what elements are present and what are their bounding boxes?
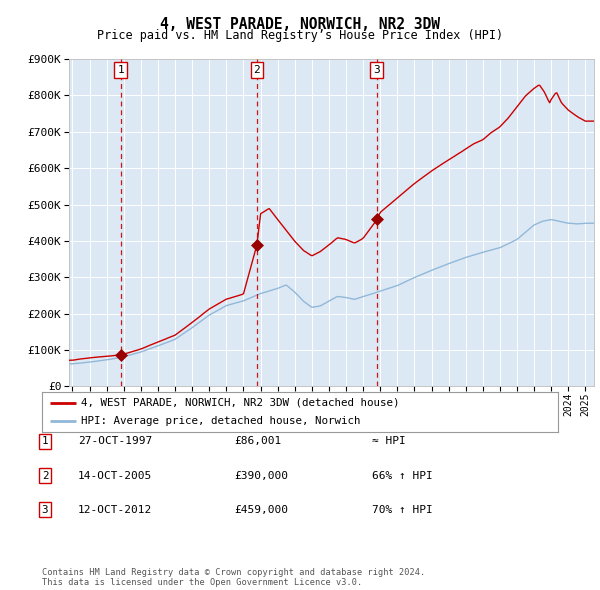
Text: 12-OCT-2012: 12-OCT-2012	[78, 505, 152, 514]
Text: 3: 3	[42, 505, 48, 514]
Text: 1: 1	[42, 437, 48, 446]
Text: 4, WEST PARADE, NORWICH, NR2 3DW (detached house): 4, WEST PARADE, NORWICH, NR2 3DW (detach…	[80, 398, 399, 408]
Text: 14-OCT-2005: 14-OCT-2005	[78, 471, 152, 480]
Text: 70% ↑ HPI: 70% ↑ HPI	[372, 505, 433, 514]
Text: 27-OCT-1997: 27-OCT-1997	[78, 437, 152, 446]
Text: £86,001: £86,001	[234, 437, 281, 446]
Text: 4, WEST PARADE, NORWICH, NR2 3DW: 4, WEST PARADE, NORWICH, NR2 3DW	[160, 17, 440, 31]
Text: 66% ↑ HPI: 66% ↑ HPI	[372, 471, 433, 480]
Text: HPI: Average price, detached house, Norwich: HPI: Average price, detached house, Norw…	[80, 416, 360, 426]
Text: 1: 1	[117, 65, 124, 75]
Text: Contains HM Land Registry data © Crown copyright and database right 2024.
This d: Contains HM Land Registry data © Crown c…	[42, 568, 425, 587]
Text: £459,000: £459,000	[234, 505, 288, 514]
Text: £390,000: £390,000	[234, 471, 288, 480]
Text: 3: 3	[373, 65, 380, 75]
Text: ≈ HPI: ≈ HPI	[372, 437, 406, 446]
Text: 2: 2	[254, 65, 260, 75]
Text: Price paid vs. HM Land Registry’s House Price Index (HPI): Price paid vs. HM Land Registry’s House …	[97, 30, 503, 42]
Text: 2: 2	[42, 471, 48, 480]
